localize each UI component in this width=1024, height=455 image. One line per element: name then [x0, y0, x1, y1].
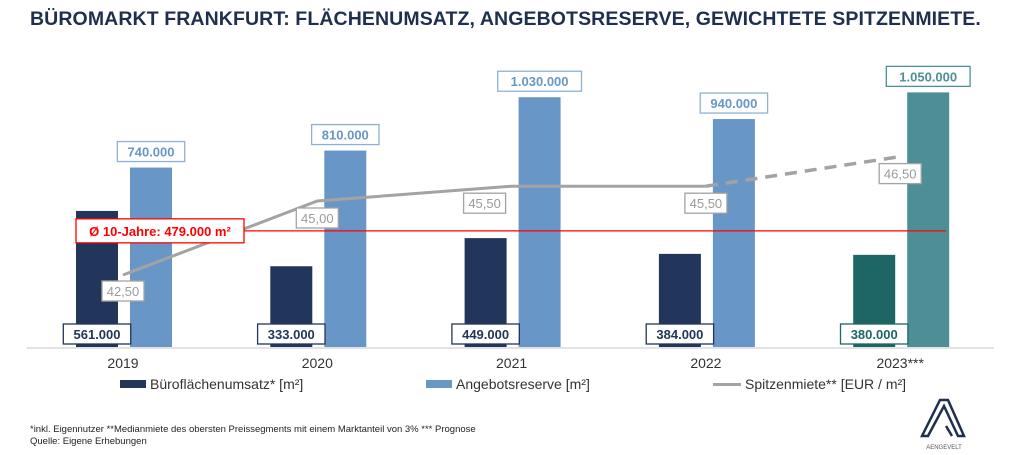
legend-label-angebot: Angebotsreserve [m²]	[456, 376, 590, 392]
chart-area: 2019 2020 2021 2022 2023*** 740.000 561.000 810…	[27, 65, 994, 371]
label-miete-group: 45,50	[462, 192, 507, 214]
label-miete-group: 45,00	[295, 207, 339, 229]
label-umsatz-group: 384.000	[645, 323, 715, 345]
legend-swatch-umsatz	[120, 380, 146, 388]
label-miete: 45,50	[468, 196, 501, 211]
reference-label-box	[75, 218, 245, 244]
footnote-line-1: *inkl. Eigennutzer **Medianmiete des obe…	[30, 424, 476, 435]
bar-angebot-2022	[712, 119, 755, 347]
x-tick-label: 2023***	[876, 355, 924, 371]
label-miete: 45,00	[301, 211, 334, 226]
bar-angebot-2019	[130, 167, 172, 347]
legend-label-miete: Spitzenmiete** [EUR / m²]	[745, 376, 907, 392]
legend-label-umsatz: Büroflächenumsatz* [m²]	[150, 376, 304, 392]
reference-label-group: Ø 10-Jahre: 479.000 m²	[75, 218, 245, 244]
x-tick-label: 2019	[107, 355, 138, 371]
label-angebot-box	[885, 65, 971, 88]
label-angebot-group: 1.030.000	[497, 70, 583, 92]
label-miete: 42,50	[107, 284, 140, 299]
reference-label: Ø 10-Jahre: 479.000 m²	[89, 224, 231, 239]
label-umsatz-box	[256, 323, 326, 345]
label-angebot-group: 940.000	[699, 92, 769, 114]
label-umsatz: 449.000	[462, 327, 509, 342]
label-angebot-box	[116, 140, 186, 163]
bar-angebot-2020	[324, 150, 367, 347]
label-umsatz-group: 561.000	[62, 323, 132, 345]
label-umsatz-group: 380.000	[839, 323, 909, 345]
label-miete-box	[878, 162, 922, 185]
legend-swatch-miete	[713, 382, 741, 386]
label-angebot: 1.030.000	[511, 74, 569, 89]
label-miete-box	[101, 280, 145, 302]
bar-angebot-2021	[518, 97, 561, 347]
label-angebot: 1.050.000	[899, 69, 957, 84]
label-miete: 45,50	[690, 196, 723, 211]
legend-swatch-angebot	[426, 380, 452, 388]
label-angebot-group: 740.000	[116, 140, 186, 163]
x-tick-label: 2022	[690, 355, 721, 371]
rent-line-forecast	[705, 154, 901, 188]
legend-item-umsatz: Büroflächenumsatz* [m²]	[120, 376, 303, 392]
label-umsatz: 333.000	[268, 327, 315, 342]
label-umsatz-group: 449.000	[451, 323, 520, 345]
x-tick-label: 2021	[496, 355, 527, 371]
label-miete-box	[295, 207, 339, 229]
label-miete: 46,50	[884, 167, 917, 182]
bar-angebot-2023***	[907, 92, 950, 347]
label-umsatz: 380.000	[851, 327, 898, 342]
label-angebot-box	[699, 92, 769, 114]
label-umsatz: 384.000	[656, 327, 703, 342]
label-miete-box	[462, 192, 507, 214]
label-umsatz-box	[62, 323, 132, 345]
label-angebot-box	[497, 70, 583, 92]
label-angebot-box	[310, 123, 380, 146]
label-angebot-group: 810.000	[310, 123, 380, 146]
label-umsatz-box	[451, 323, 520, 345]
label-miete-group: 45,50	[684, 192, 728, 214]
footnote: *inkl. Eigennutzer **Medianmiete des obe…	[30, 424, 476, 448]
label-miete-group: 46,50	[878, 162, 922, 185]
label-umsatz-box	[839, 323, 909, 345]
footnote-line-2: Quelle: Eigene Erhebungen	[30, 436, 147, 447]
label-miete-box	[684, 192, 728, 214]
label-angebot: 740.000	[128, 145, 175, 160]
label-angebot: 810.000	[322, 128, 369, 143]
label-angebot: 940.000	[710, 96, 757, 111]
label-umsatz: 561.000	[74, 327, 121, 342]
aengevelt-logo: AENGEVELT	[919, 398, 966, 451]
label-angebot-group: 1.050.000	[885, 65, 971, 88]
label-miete-group: 42,50	[101, 280, 145, 302]
label-umsatz-group: 333.000	[256, 323, 326, 345]
legend-item-angebot: Angebotsreserve [m²]	[426, 376, 590, 392]
x-tick-label: 2020	[302, 355, 333, 371]
legend-item-miete: Spitzenmiete** [EUR / m²]	[713, 376, 906, 392]
svg-text:AENGEVELT: AENGEVELT	[926, 445, 962, 451]
label-umsatz-box	[645, 323, 715, 345]
chart-title: BÜROMARKT FRANKFURT: FLÄCHENUMSATZ, ANGE…	[30, 8, 981, 30]
